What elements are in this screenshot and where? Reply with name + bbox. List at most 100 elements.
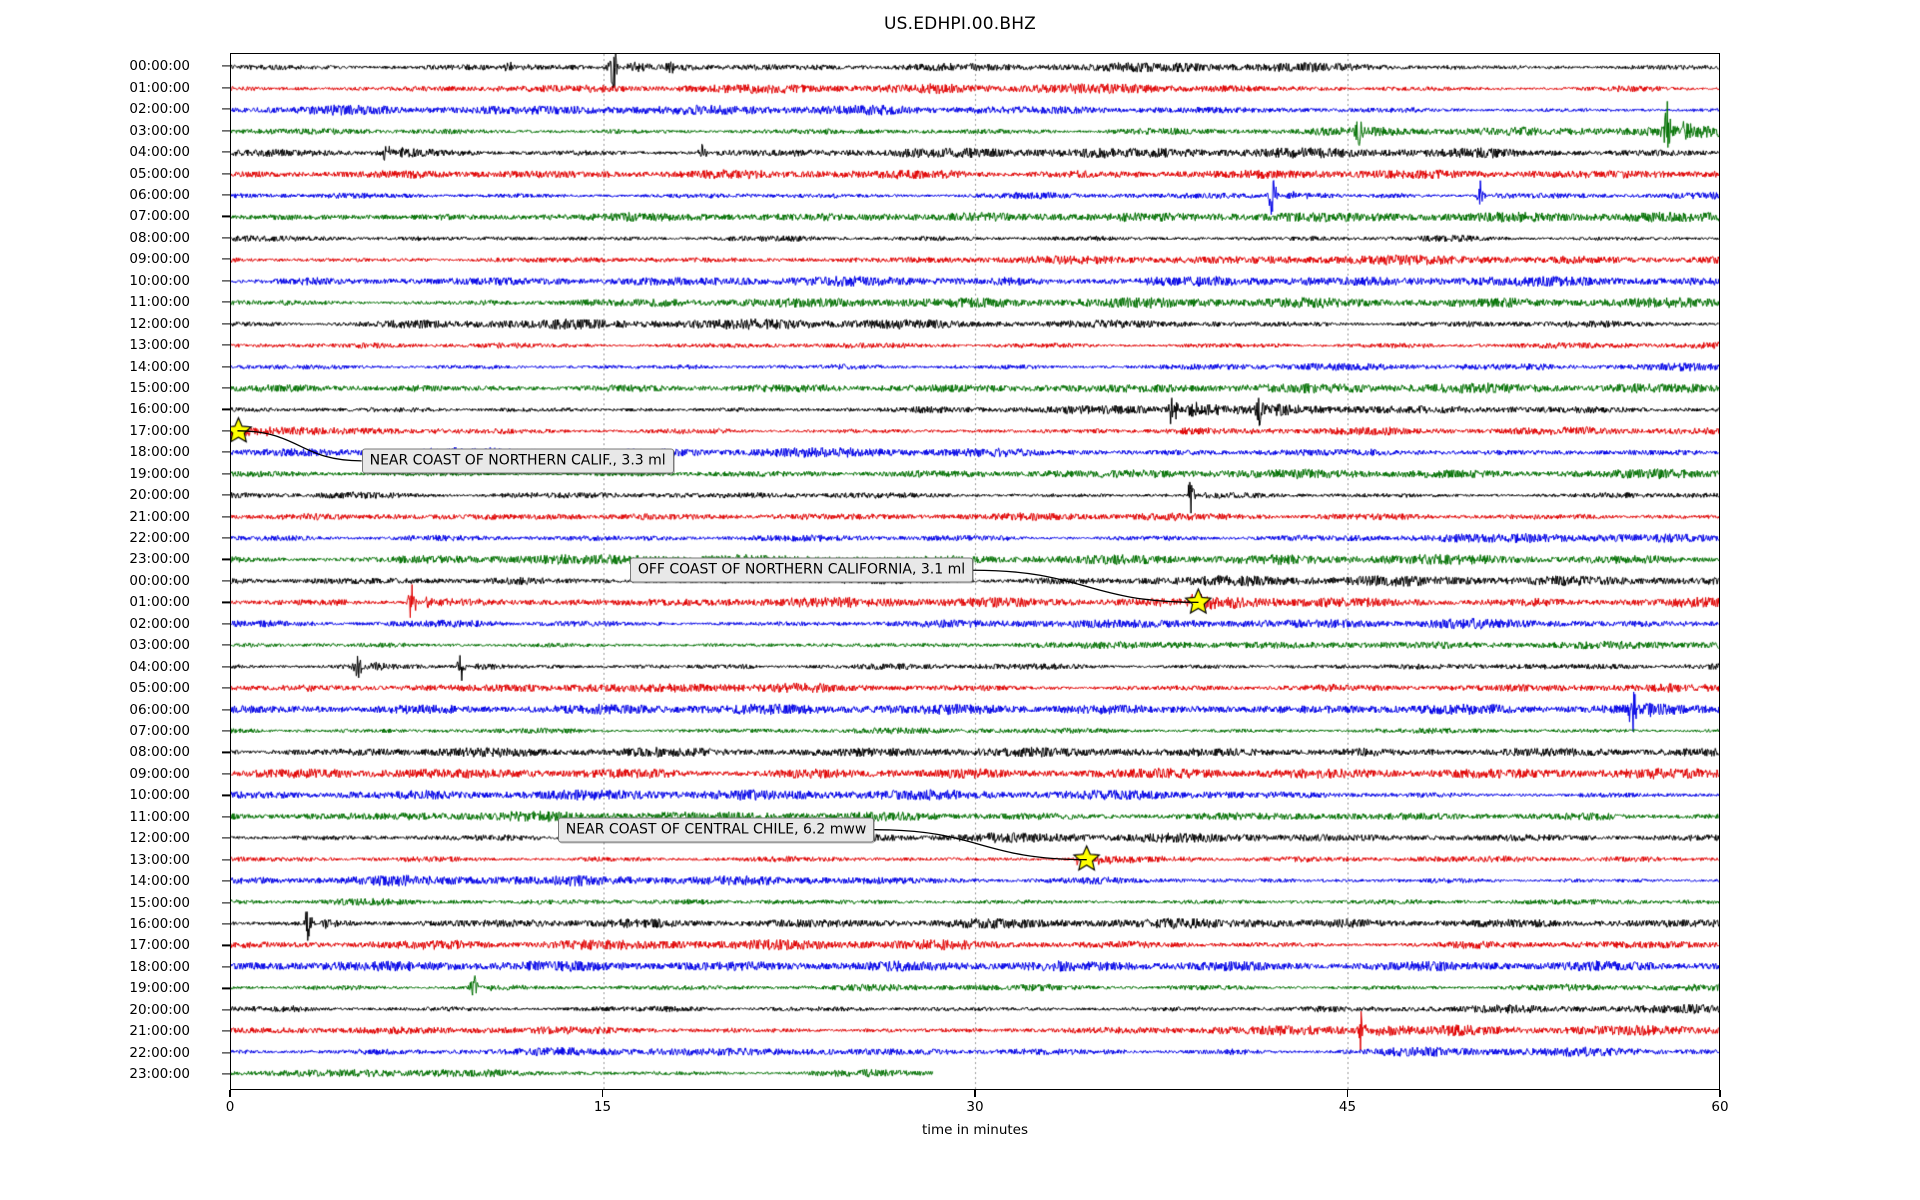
y-axis-tick-mark	[222, 1052, 230, 1054]
y-axis-tick-label: 01:00:00	[129, 594, 190, 611]
y-axis-tick-label: 10:00:00	[129, 787, 190, 804]
y-axis-tick-label: 19:00:00	[129, 465, 190, 482]
y-axis-tick-label: 05:00:00	[129, 165, 190, 182]
y-axis-tick-mark	[222, 794, 230, 796]
y-axis-tick-mark	[222, 344, 230, 346]
y-axis-tick-mark	[222, 966, 230, 968]
y-axis-tick-label: 20:00:00	[129, 1001, 190, 1018]
y-axis-tick-mark	[222, 172, 230, 175]
y-axis-tick-mark	[222, 516, 230, 518]
y-axis-tick-label: 21:00:00	[129, 508, 190, 525]
y-axis-tick-label: 16:00:00	[129, 916, 190, 933]
x-axis-tick-mark	[1346, 1090, 1349, 1097]
y-axis-tick-mark	[222, 451, 230, 453]
y-axis-tick-label: 21:00:00	[129, 1023, 190, 1040]
y-axis-tick-mark	[222, 666, 230, 668]
y-axis-tick-mark	[222, 751, 230, 754]
y-axis-tick-mark	[222, 687, 230, 689]
y-axis-tick-mark	[222, 215, 230, 217]
y-axis-tick-mark	[222, 1030, 230, 1032]
y-axis-tick-mark	[222, 880, 230, 882]
y-axis-tick-label: 18:00:00	[129, 444, 190, 461]
y-axis-tick-label: 09:00:00	[129, 251, 190, 268]
y-axis-tick-label: 09:00:00	[129, 765, 190, 782]
x-axis-tick-label: 30	[966, 1099, 984, 1115]
y-axis-tick-mark	[222, 494, 230, 496]
y-axis-tick-mark	[222, 130, 230, 132]
y-axis-tick-label: 00:00:00	[129, 572, 190, 589]
y-axis-tick-label: 08:00:00	[129, 744, 190, 761]
y-axis-tick-label: 23:00:00	[129, 1066, 190, 1083]
y-axis-tick-label: 17:00:00	[129, 422, 190, 439]
page-title: US.EDHPI.00.BHZ	[883, 14, 1037, 34]
annotation-leader-line	[973, 569, 1199, 604]
y-axis-tick-mark	[222, 87, 230, 89]
y-axis-tick-mark	[222, 901, 230, 904]
y-axis-tick-mark	[222, 558, 230, 561]
y-axis-tick-mark	[222, 237, 230, 239]
y-axis-tick-mark	[222, 580, 230, 582]
y-axis-tick-label: 01:00:00	[129, 79, 190, 96]
y-axis-tick-label: 14:00:00	[129, 873, 190, 890]
y-axis-tick-mark	[222, 944, 230, 947]
y-axis-tick-mark	[222, 537, 230, 539]
event-star-markers-layer	[231, 54, 1719, 1089]
annotation-leader-line	[237, 430, 362, 462]
y-axis-tick-mark	[222, 108, 230, 110]
y-axis-tick-label: 14:00:00	[129, 358, 190, 375]
y-axis-tick-mark	[222, 365, 230, 368]
y-axis-tick-label: 22:00:00	[129, 530, 190, 547]
y-axis-tick-mark	[222, 773, 230, 775]
y-axis-tick-label: 00:00:00	[129, 58, 190, 75]
y-axis-tick-label: 13:00:00	[129, 851, 190, 868]
y-axis-tick-label: 07:00:00	[129, 208, 190, 225]
y-axis-tick-mark	[222, 859, 230, 861]
y-axis-tick-label: 20:00:00	[129, 487, 190, 504]
y-axis-tick-label: 03:00:00	[129, 122, 190, 139]
y-axis-tick-mark	[222, 280, 230, 282]
x-axis-title: time in minutes	[921, 1122, 1029, 1138]
y-axis-tick-label: 22:00:00	[129, 1044, 190, 1061]
y-axis-tick-mark	[222, 730, 230, 732]
y-axis-tick-label: 15:00:00	[129, 379, 190, 396]
x-axis-tick-label: 60	[1711, 1099, 1729, 1115]
y-axis-tick-mark	[222, 473, 230, 475]
y-axis-tick-mark	[222, 301, 230, 303]
x-axis-tick-mark	[974, 1090, 976, 1097]
y-axis-tick-mark	[222, 923, 230, 925]
y-axis-tick-mark	[222, 709, 230, 711]
y-axis-tick-label: 11:00:00	[129, 808, 190, 825]
y-axis-tick-label: 16:00:00	[129, 401, 190, 418]
y-axis-tick-mark	[222, 65, 230, 67]
y-axis-tick-label: 06:00:00	[129, 701, 190, 718]
x-axis-tick-label: 45	[1338, 1099, 1357, 1115]
y-axis-tick-mark	[222, 408, 230, 410]
y-axis-tick-label: 03:00:00	[129, 637, 190, 654]
y-axis-tick-mark	[222, 258, 230, 260]
y-axis-tick-label: 15:00:00	[129, 894, 190, 911]
y-axis-tick-label: 11:00:00	[129, 294, 190, 311]
y-axis-tick-mark	[222, 323, 230, 325]
y-axis-tick-label: 19:00:00	[129, 980, 190, 997]
y-axis-tick-mark	[222, 387, 230, 389]
y-axis-tick-mark	[222, 194, 230, 196]
x-axis-tick-label: 0	[225, 1099, 235, 1115]
y-axis-tick-label: 08:00:00	[129, 229, 190, 246]
y-axis-tick-mark	[222, 623, 230, 625]
y-axis-tick-label: 12:00:00	[129, 830, 190, 847]
y-axis-tick-mark	[222, 644, 230, 646]
y-axis-tick-label: 05:00:00	[129, 680, 190, 697]
y-axis-tick-mark	[222, 430, 230, 432]
y-axis-tick-label: 04:00:00	[129, 658, 190, 675]
y-axis-tick-label: 13:00:00	[129, 337, 190, 354]
y-axis-tick-mark	[222, 1073, 230, 1075]
x-axis-tick-mark	[1719, 1090, 1721, 1097]
y-axis-tick-mark	[222, 837, 230, 839]
y-axis-tick-label: 02:00:00	[129, 615, 190, 632]
y-axis-tick-mark	[222, 601, 230, 603]
y-axis-tick-label: 18:00:00	[129, 958, 190, 975]
y-axis-tick-label: 23:00:00	[129, 551, 190, 568]
annotation-leader-line	[874, 829, 1087, 861]
